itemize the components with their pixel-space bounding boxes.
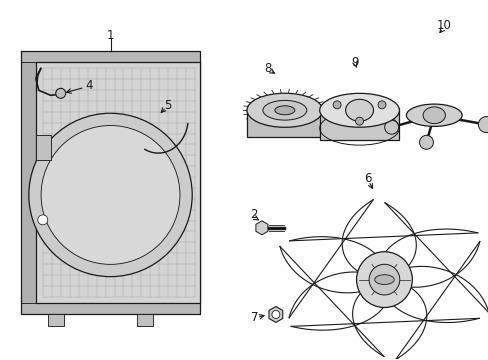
Circle shape: [29, 113, 192, 276]
Circle shape: [271, 310, 279, 319]
Bar: [137, 315, 153, 327]
Circle shape: [41, 126, 180, 264]
Text: 7: 7: [251, 311, 258, 324]
Circle shape: [356, 252, 411, 307]
Ellipse shape: [263, 100, 306, 120]
Bar: [48, 315, 63, 327]
Ellipse shape: [374, 275, 393, 284]
Circle shape: [419, 135, 432, 149]
Ellipse shape: [345, 99, 373, 121]
Ellipse shape: [246, 93, 322, 127]
Text: 6: 6: [363, 171, 370, 185]
Bar: [36, 62, 200, 302]
Text: 5: 5: [164, 99, 172, 112]
Polygon shape: [21, 50, 200, 62]
Ellipse shape: [319, 93, 399, 127]
Text: 2: 2: [250, 208, 257, 221]
Circle shape: [38, 215, 48, 225]
Ellipse shape: [422, 107, 445, 123]
Polygon shape: [21, 60, 36, 305]
Bar: [36, 135, 51, 160]
Circle shape: [477, 117, 488, 132]
FancyBboxPatch shape: [246, 110, 322, 137]
Polygon shape: [21, 302, 200, 315]
Text: 8: 8: [264, 62, 271, 75]
Circle shape: [368, 264, 399, 295]
FancyBboxPatch shape: [319, 108, 399, 140]
Ellipse shape: [274, 106, 294, 115]
Text: 9: 9: [350, 56, 358, 69]
Circle shape: [355, 117, 363, 125]
Circle shape: [56, 88, 65, 98]
Circle shape: [332, 101, 341, 109]
Text: 1: 1: [106, 29, 114, 42]
Circle shape: [384, 120, 398, 134]
Text: 4: 4: [85, 79, 93, 92]
Text: 3: 3: [114, 141, 121, 155]
Circle shape: [377, 101, 385, 109]
Ellipse shape: [406, 104, 461, 126]
Text: 10: 10: [436, 19, 451, 32]
